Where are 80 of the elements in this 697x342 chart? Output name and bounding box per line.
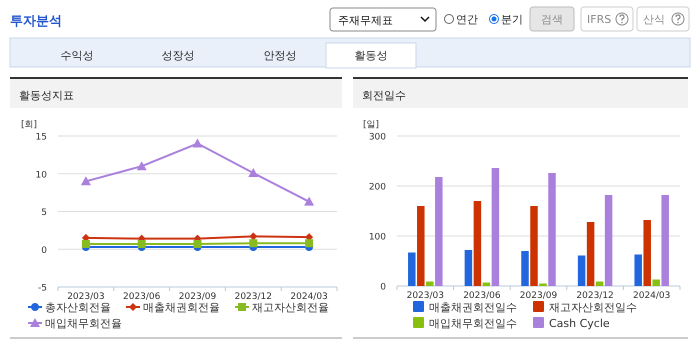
bar bbox=[521, 251, 529, 286]
y-tick-label: 5 bbox=[41, 208, 47, 218]
legend-item: 매입채무회전율 bbox=[28, 317, 122, 330]
bar bbox=[482, 282, 490, 286]
chart-title: 회전일수 bbox=[362, 89, 406, 102]
legend-item: 재고자산회전일수 bbox=[533, 301, 637, 314]
point bbox=[248, 168, 258, 177]
point bbox=[192, 138, 202, 148]
x-tick-label: 2023/12 bbox=[234, 292, 272, 302]
bar bbox=[634, 254, 642, 286]
x-tick-label: 2023/06 bbox=[463, 291, 501, 301]
select: 주재무제표 bbox=[330, 8, 436, 32]
radio: 연간 bbox=[444, 13, 478, 26]
legend-item: Cash Cycle bbox=[533, 317, 610, 330]
bar bbox=[548, 173, 556, 286]
y-tick-label: 100 bbox=[368, 232, 386, 242]
y-tick-label: 300 bbox=[368, 132, 386, 142]
y-tick-label: -5 bbox=[38, 284, 47, 294]
legend-label: 재고자산회전일수 bbox=[549, 301, 637, 314]
legend-label: 매입채무회전율 bbox=[45, 317, 122, 330]
bar bbox=[578, 256, 586, 286]
bar bbox=[435, 177, 443, 286]
point bbox=[138, 240, 146, 248]
x-tick-label: 2023/09 bbox=[520, 291, 558, 301]
radio: 분기 bbox=[489, 13, 523, 26]
point bbox=[305, 239, 314, 248]
bar bbox=[408, 252, 416, 286]
bar bbox=[604, 195, 612, 286]
bar bbox=[596, 282, 604, 286]
chart-title: 활동성지표 bbox=[19, 89, 74, 102]
x-tick-label: 2023/03 bbox=[67, 292, 105, 302]
bar bbox=[464, 250, 472, 286]
y-tick-label: 10 bbox=[36, 170, 48, 180]
y-tick-label: 200 bbox=[368, 182, 386, 192]
legend-item: 재고자산회전율 bbox=[235, 301, 329, 314]
bar bbox=[643, 220, 651, 286]
point bbox=[194, 240, 202, 248]
text: 안정성 bbox=[264, 49, 296, 62]
text: 활동성 bbox=[354, 49, 388, 62]
legend-item: 매출채권회전일수 bbox=[413, 301, 517, 314]
text: 검색 bbox=[541, 13, 563, 26]
legend-label: 매입채무회전일수 bbox=[429, 317, 517, 330]
legend-label: 매출채권회전일수 bbox=[429, 301, 517, 314]
bar bbox=[586, 222, 594, 286]
point bbox=[82, 240, 90, 248]
text: 투자분석 bbox=[10, 14, 62, 29]
text: 성장성 bbox=[162, 49, 194, 62]
legend-label: 총자산회전율 bbox=[45, 301, 111, 314]
bar bbox=[530, 206, 538, 286]
text: 수익성 bbox=[60, 49, 94, 62]
x-tick-label: 2023/12 bbox=[576, 291, 614, 301]
bar bbox=[426, 282, 434, 286]
legend-item: 총자산회전율 bbox=[28, 301, 111, 314]
point bbox=[249, 232, 258, 240]
x-tick-label: 2023/03 bbox=[406, 291, 444, 301]
y-axis-title: [회] bbox=[21, 120, 38, 130]
bar bbox=[417, 206, 425, 286]
x-tick-label: 2023/09 bbox=[178, 292, 216, 302]
legend-label: 매출채권회전율 bbox=[143, 301, 220, 314]
x-tick-label: 2024/03 bbox=[290, 292, 328, 302]
point bbox=[249, 239, 258, 248]
point bbox=[136, 161, 147, 170]
y-tick-label: 0 bbox=[380, 282, 386, 292]
bar bbox=[474, 201, 482, 286]
y-tick-label: 15 bbox=[36, 132, 47, 142]
x-tick-label: 2023/06 bbox=[123, 292, 161, 302]
legend-item: 매입채무회전일수 bbox=[413, 317, 517, 330]
point bbox=[80, 176, 91, 186]
bar bbox=[652, 280, 660, 286]
y-tick-label: 0 bbox=[41, 246, 48, 256]
x-tick-label: 2024/03 bbox=[633, 291, 670, 301]
bar bbox=[661, 195, 669, 286]
y-axis-title: [일] bbox=[363, 120, 380, 130]
legend-label: Cash Cycle bbox=[549, 317, 610, 330]
text: IFRS bbox=[587, 13, 612, 26]
point bbox=[304, 196, 314, 206]
text: 산식 bbox=[643, 13, 665, 26]
bar bbox=[492, 168, 500, 286]
legend-item: 매출채권회전율 bbox=[126, 301, 220, 314]
legend-label: 재고자산회전율 bbox=[252, 301, 329, 314]
